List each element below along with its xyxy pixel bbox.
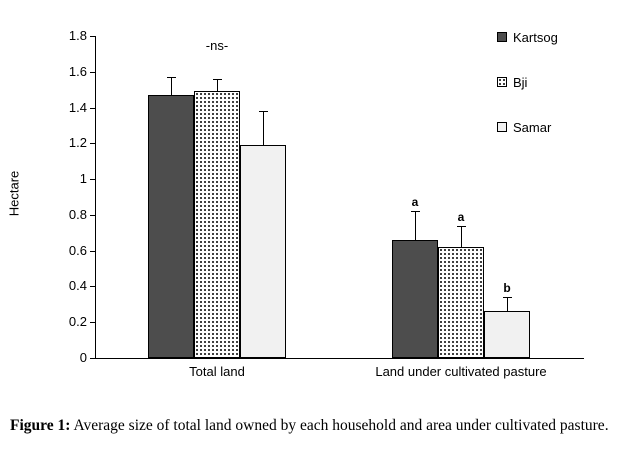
y-tick-label: 1.6	[68, 63, 87, 79]
error-bar-cap	[457, 225, 466, 227]
figure-caption: Figure 1: Average size of total land own…	[10, 416, 610, 437]
legend-item-bji: Bji	[497, 74, 528, 90]
legend-label: Samar	[513, 119, 552, 135]
y-tick-mark	[90, 358, 95, 359]
y-tick-label: 0.6	[68, 242, 87, 258]
legend-item-kartsog: Kartsog	[497, 29, 558, 45]
caption-text: Average size of total land owned by each…	[73, 416, 609, 434]
sig-letter: b	[503, 281, 511, 296]
legend-item-samar: Samar	[497, 119, 552, 135]
y-tick-mark	[90, 214, 95, 216]
y-tick-mark	[90, 36, 95, 37]
y-tick-label: 0	[79, 350, 87, 365]
bar-kartsog-0	[148, 95, 194, 358]
y-tick-label: 1	[79, 171, 87, 187]
y-tick-label: 1.2	[68, 135, 87, 151]
legend-label: Bji	[513, 74, 528, 90]
error-bar-cap	[411, 211, 420, 213]
legend-label: Kartsog	[513, 29, 558, 45]
sig-letter: a	[411, 195, 419, 210]
y-tick-mark	[90, 322, 95, 324]
y-tick-label: 1.4	[68, 99, 87, 115]
y-tick-mark	[90, 143, 95, 145]
legend-marker-samar	[497, 122, 507, 132]
x-category-label: Total land	[189, 364, 245, 379]
annotation-ns: -ns-	[205, 38, 229, 53]
y-tick-mark	[90, 71, 95, 73]
bar-chart: Hectare 0 0.2 0.4 0.6 0.8 1 1.2 1.4 1.6 1.8 Total …	[0, 6, 621, 396]
bar-samar-0	[240, 145, 286, 358]
y-tick-label: 0.4	[68, 278, 87, 294]
error-bar	[217, 78, 218, 92]
y-tick-mark	[90, 107, 95, 109]
y-tick-label: 0.2	[68, 314, 87, 330]
y-tick-mark	[90, 250, 95, 252]
y-tick-mark	[90, 286, 95, 288]
error-bar-cap	[503, 297, 512, 299]
caption-label: Figure 1:	[10, 416, 71, 434]
y-axis-title: Hectare	[6, 170, 22, 217]
error-bar-cap	[259, 111, 268, 113]
error-bar	[415, 211, 416, 240]
error-bar	[461, 225, 462, 248]
y-tick-label: 1.8	[68, 28, 87, 43]
legend-marker-bji	[497, 77, 507, 87]
sig-letter: a	[457, 209, 465, 224]
y-tick-mark	[90, 179, 95, 181]
error-bar	[263, 111, 264, 146]
bar-bji-0	[194, 91, 240, 358]
error-bar-cap	[213, 78, 222, 80]
error-bar-cap	[167, 77, 176, 79]
x-category-label: Land under cultivated pasture	[375, 364, 547, 379]
y-tick-label: 0.8	[68, 206, 87, 222]
error-bar	[507, 297, 508, 312]
bar-samar-1	[484, 311, 530, 358]
plot-area	[95, 36, 584, 359]
bar-kartsog-1	[392, 239, 438, 358]
legend-marker-kartsog	[497, 32, 507, 42]
error-bar	[171, 77, 172, 96]
bar-bji-1	[438, 247, 484, 358]
